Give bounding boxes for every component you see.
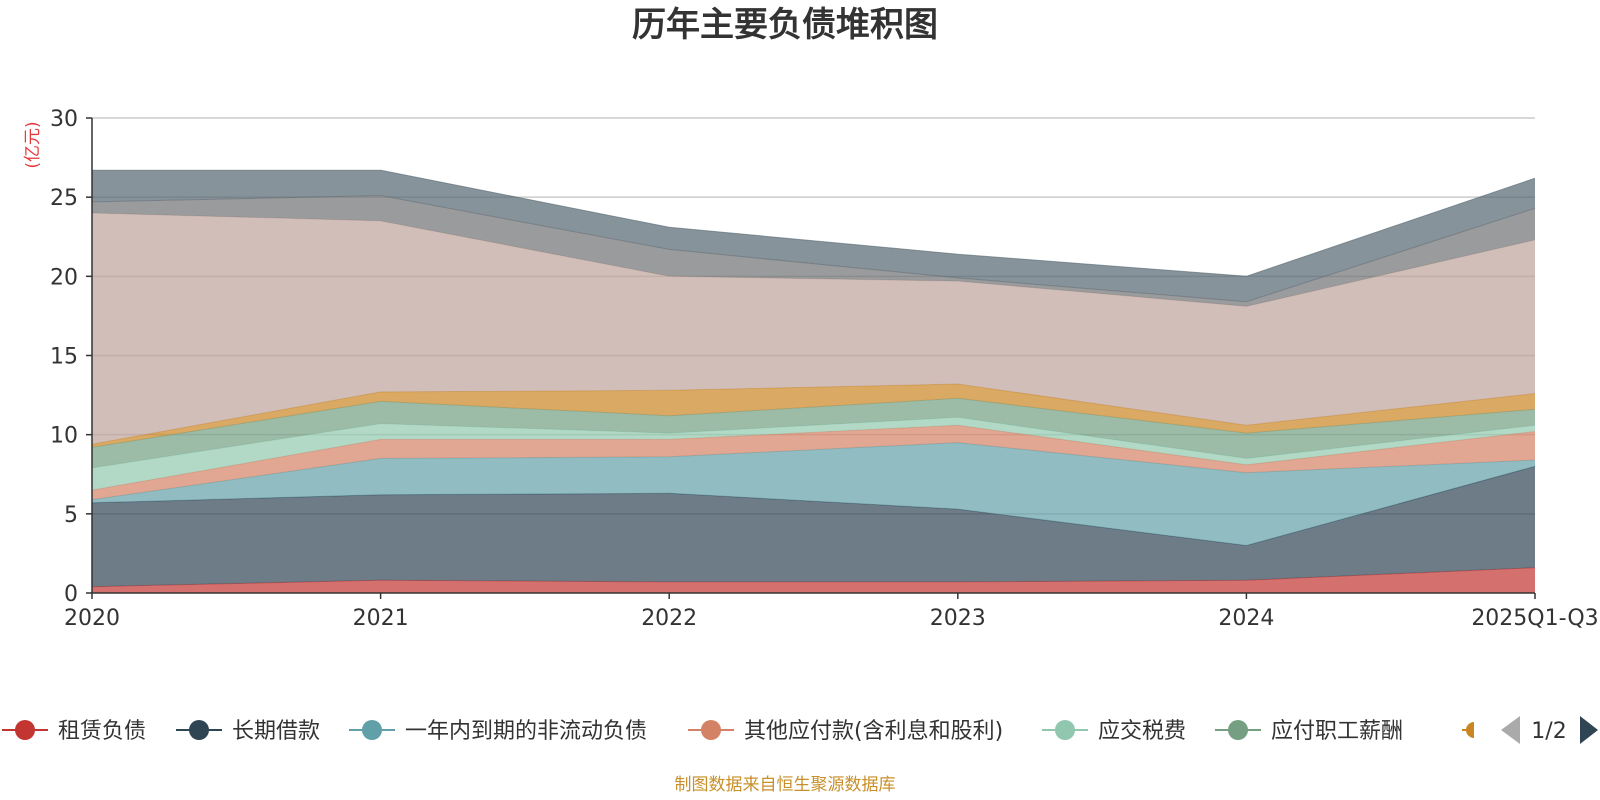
legend-marker-icon [1055, 720, 1075, 740]
area-4[interactable] [92, 425, 1535, 500]
legend-item[interactable]: 一年内到期的非流动负债 [349, 719, 647, 744]
legend-marker-icon [701, 720, 721, 740]
legend-marker-icon [15, 720, 35, 740]
area-edge-8 [91, 212, 1536, 307]
legend-next-icon[interactable] [1580, 716, 1598, 744]
y-axis-ticks: 0 5 10 15 20 25 30 [50, 107, 92, 607]
y-axis-unit: (亿元) [23, 121, 43, 168]
area-3[interactable] [92, 442, 1535, 546]
legend-marker-icon [362, 720, 382, 740]
x-tick-label: 2020 [64, 606, 120, 631]
legend-marker-icon [189, 720, 209, 740]
area-edge-10 [91, 169, 1536, 277]
legend-pager: 1/2 [1501, 716, 1598, 744]
y-tick-label: 0 [64, 582, 78, 607]
legend-partial-marker-icon [1466, 722, 1474, 738]
y-tick-label: 30 [50, 107, 78, 132]
y-tick-label: 5 [64, 503, 78, 528]
series-areas [91, 169, 1536, 593]
x-tick-label: 2023 [930, 606, 986, 631]
legend-item[interactable]: 应交税费 [1042, 719, 1186, 744]
legend-label: 应付职工薪酬 [1271, 719, 1403, 744]
legend-label: 长期借款 [232, 719, 320, 744]
legend-label: 租赁负债 [58, 719, 146, 744]
area-8[interactable] [92, 213, 1535, 445]
x-tick-label: 2021 [353, 606, 409, 631]
area-6[interactable] [92, 398, 1535, 468]
chart-title: 历年主要负债堆积图 [632, 5, 938, 45]
legend: 租赁负债 长期借款 一年内到期的非流动负债 其他应付款(含利息和股利) 应交税费 应付职工… [2, 719, 1403, 744]
data-source-note: 制图数据来自恒生聚源数据库 [675, 775, 896, 795]
area-9[interactable] [92, 195, 1535, 307]
y-tick-label: 15 [50, 345, 78, 370]
x-tick-label: 2022 [641, 606, 697, 631]
area-10[interactable] [92, 170, 1535, 302]
legend-label: 应交税费 [1098, 719, 1186, 744]
legend-partial-item [1462, 722, 1474, 738]
x-axis-ticks: 2020 2021 2022 2023 2024 2025Q1-Q3 [64, 593, 1599, 631]
area-7[interactable] [92, 384, 1535, 448]
y-tick-label: 20 [50, 265, 78, 290]
area-2[interactable] [92, 466, 1535, 587]
legend-prev-icon[interactable] [1501, 716, 1520, 744]
legend-label: 其他应付款(含利息和股利) [744, 719, 1003, 744]
y-tick-label: 10 [50, 424, 78, 449]
legend-page-indicator: 1/2 [1531, 719, 1566, 744]
legend-label: 一年内到期的非流动负债 [405, 719, 647, 744]
x-tick-label: 2025Q1-Q3 [1471, 606, 1598, 631]
legend-item[interactable]: 应付职工薪酬 [1215, 719, 1403, 744]
y-tick-label: 25 [50, 186, 78, 211]
x-tick-label: 2024 [1218, 606, 1274, 631]
legend-marker-icon [1228, 720, 1248, 740]
legend-item[interactable]: 其他应付款(含利息和股利) [688, 719, 1003, 744]
area-5[interactable] [92, 417, 1535, 491]
legend-item[interactable]: 租赁负债 [2, 719, 146, 744]
legend-item[interactable]: 长期借款 [176, 719, 320, 744]
area-1[interactable] [92, 567, 1535, 593]
